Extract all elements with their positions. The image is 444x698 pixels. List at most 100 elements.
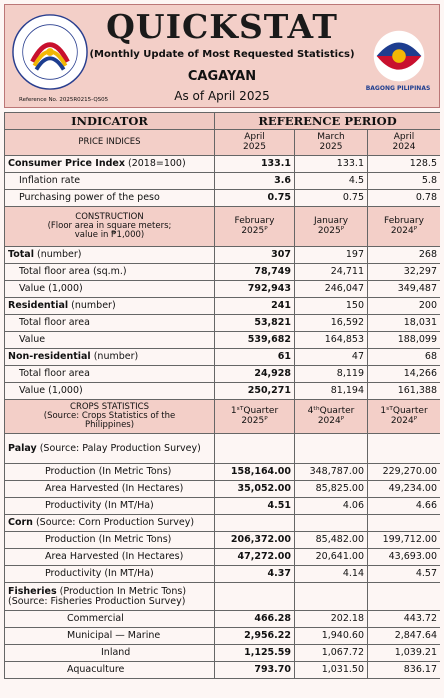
empty-cell xyxy=(214,433,295,464)
construction-header-period: January 2025ᴾ xyxy=(294,206,368,247)
row-value: 199,712.00 xyxy=(367,531,440,549)
row-value: 32,297 xyxy=(367,263,440,281)
row-value: 43,693.00 xyxy=(367,548,440,566)
row-value: 200 xyxy=(367,297,440,315)
row-label: Municipal — Marine xyxy=(4,627,215,645)
row-value: 268 xyxy=(367,246,440,264)
table-row: Non-residential (number) 61 47 68 xyxy=(4,348,440,366)
row-label: Commercial xyxy=(4,610,215,628)
row-value: 1,031.50 xyxy=(294,661,368,679)
row-value: 68 xyxy=(367,348,440,366)
table-row: Inflation rate 3.6 4.5 5.8 xyxy=(4,172,440,190)
page-title: QUICKSTAT xyxy=(106,7,338,46)
row-value: 2,956.22 xyxy=(214,627,295,645)
row-value: 4.5 xyxy=(294,172,368,190)
table-row: Total floor area 24,928 8,119 14,266 xyxy=(4,365,440,383)
row-value: 128.5 xyxy=(367,155,440,173)
quickstat-header: QUICKSTAT (Monthly Update of Most Reques… xyxy=(4,4,440,108)
reference-period-header: REFERENCE PERIOD xyxy=(214,112,440,130)
row-label: Total floor area (sq.m.) xyxy=(4,263,215,281)
row-label: Total floor area xyxy=(4,314,215,332)
row-value: 24,711 xyxy=(294,263,368,281)
row-value: 0.75 xyxy=(214,189,295,207)
table-row: Total floor area 53,821 16,592 18,031 xyxy=(4,314,440,332)
row-value: 49,234.00 xyxy=(367,480,440,498)
table-row: Purchasing power of the peso 0.75 0.75 0.78 xyxy=(4,189,440,207)
table-row: Production (In Metric Tons) 206,372.00 85,… xyxy=(4,531,440,549)
row-value: 250,271 xyxy=(214,382,295,400)
page-subtitle: (Monthly Update of Most Requested Statis… xyxy=(89,49,355,60)
row-label: Productivity (In MT/Ha) xyxy=(4,497,215,515)
row-value: 1,067.72 xyxy=(294,644,368,662)
table-row: Total (number) 307 197 268 xyxy=(4,246,440,264)
corn-group-title: Corn xyxy=(8,517,33,529)
row-value: 792,943 xyxy=(214,280,295,298)
row-value: 133.1 xyxy=(294,155,368,173)
row-label: Non-residential (number) xyxy=(4,348,215,366)
statistics-table: INDICATOR REFERENCE PERIOD PRICE INDICES Ap… xyxy=(4,112,440,679)
price-indices-header-period: April 2025 xyxy=(214,129,295,156)
row-value: 8,119 xyxy=(294,365,368,383)
row-label: Productivity (In MT/Ha) xyxy=(4,565,215,583)
row-value: 539,682 xyxy=(214,331,295,349)
construction-header-label: CONSTRUCTION (Floor area in square meters… xyxy=(4,206,215,247)
row-label-main: Residential xyxy=(8,300,69,312)
row-value: 14,266 xyxy=(367,365,440,383)
row-value: 836.17 xyxy=(367,661,440,679)
fisheries-group-label: Fisheries (Production In Metric Tons) (So… xyxy=(4,582,215,611)
row-label-main: Non-residential xyxy=(8,351,91,363)
corn-group: Corn (Source: Corn Production Survey) xyxy=(4,514,440,532)
price-indices-header-period: April 2024 xyxy=(367,129,440,156)
row-value: 161,388 xyxy=(367,382,440,400)
row-value: 81,194 xyxy=(294,382,368,400)
empty-cell xyxy=(294,433,368,464)
row-value: 188,099 xyxy=(367,331,440,349)
row-value: 61 xyxy=(214,348,295,366)
table-row: Inland 1,125.59 1,067.72 1,039.21 xyxy=(4,644,440,662)
row-value: 0.78 xyxy=(367,189,440,207)
row-value: 2,847.64 xyxy=(367,627,440,645)
row-label-main: Consumer Price Index xyxy=(8,158,125,170)
row-value: 18,031 xyxy=(367,314,440,332)
table-row: Value (1,000) 250,271 81,194 161,388 xyxy=(4,382,440,400)
empty-cell xyxy=(367,582,440,611)
table-row: Value (1,000) 792,943 246,047 349,487 xyxy=(4,280,440,298)
row-label: Purchasing power of the peso xyxy=(4,189,215,207)
empty-cell xyxy=(294,582,368,611)
row-label-detail: (2018=100) xyxy=(124,158,186,170)
row-label: Area Harvested (In Hectares) xyxy=(4,480,215,498)
row-label: Aquaculture xyxy=(4,661,215,679)
reference-number: Reference No. 2025R0215-QS05 xyxy=(19,97,109,103)
row-value: 206,372.00 xyxy=(214,531,295,549)
row-label-main: Total xyxy=(8,249,34,261)
row-label: Value (1,000) xyxy=(4,280,215,298)
row-value: 150 xyxy=(294,297,368,315)
row-value: 4.14 xyxy=(294,565,368,583)
empty-cell xyxy=(214,514,295,532)
crops-header-period: 1ˢᵀQuarter 2025ᴾ xyxy=(214,399,295,434)
row-value: 1,039.21 xyxy=(367,644,440,662)
crops-header-period: 1ˢᵀQuarter 2024ᴾ xyxy=(367,399,440,434)
fisheries-group: Fisheries (Production In Metric Tons) (So… xyxy=(4,582,440,611)
bagong-pilipinas-label: BAGONG PILIPINAS xyxy=(365,85,431,92)
empty-cell xyxy=(294,514,368,532)
empty-cell xyxy=(367,433,440,464)
table-row: Production (In Metric Tons) 158,164.00 348… xyxy=(4,463,440,481)
table-row: Municipal — Marine 2,956.22 1,940.60 2,847.… xyxy=(4,627,440,645)
row-value: 4.37 xyxy=(214,565,295,583)
construction-header-period: February 2025ᴾ xyxy=(214,206,295,247)
row-value: 4.57 xyxy=(367,565,440,583)
palay-group: Palay (Source: Palay Production Survey) xyxy=(4,433,440,464)
row-value: 0.75 xyxy=(294,189,368,207)
construction-header: CONSTRUCTION (Floor area in square meters… xyxy=(4,206,440,247)
row-label: Value (1,000) xyxy=(4,382,215,400)
corn-group-label: Corn (Source: Corn Production Survey) xyxy=(4,514,215,532)
row-value: 78,749 xyxy=(214,263,295,281)
row-value: 1,940.60 xyxy=(294,627,368,645)
empty-cell xyxy=(214,582,295,611)
row-label: Residential (number) xyxy=(4,297,215,315)
row-value: 307 xyxy=(214,246,295,264)
crops-header: CROPS STATISTICS (Source: Crops Statistic… xyxy=(4,399,440,434)
row-value: 202.18 xyxy=(294,610,368,628)
row-value: 3.6 xyxy=(214,172,295,190)
